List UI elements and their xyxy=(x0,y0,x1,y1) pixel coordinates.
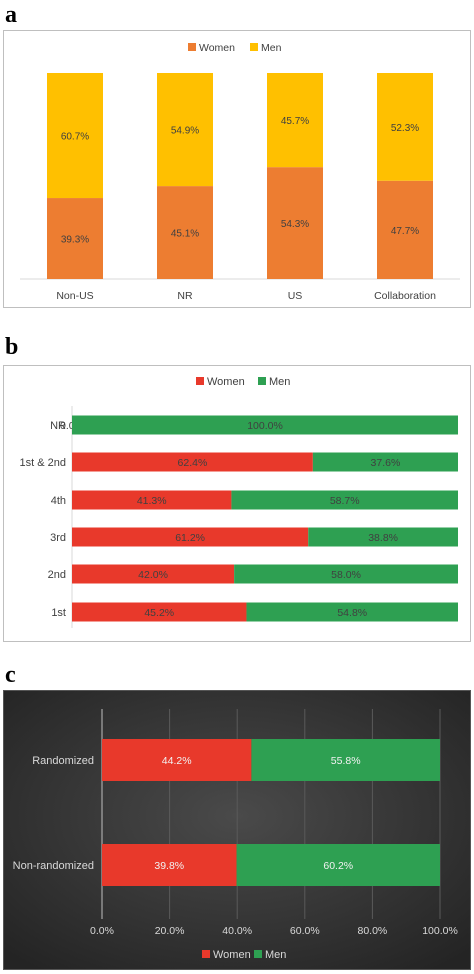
tick-a-1: NR xyxy=(177,290,193,302)
bar-c-label-men-1: 60.2% xyxy=(323,860,353,872)
tick-c-x-5: 100.0% xyxy=(422,925,458,937)
legend-c-label-men: Men xyxy=(265,949,286,961)
legend-b-label-men: Men xyxy=(269,376,290,388)
tick-a-0: Non-US xyxy=(56,290,93,302)
bar-b-label-men-2: 58.7% xyxy=(330,495,360,507)
bar-c-men-1 xyxy=(236,844,440,886)
bar-c-men-0 xyxy=(251,739,440,781)
tick-c-x-0: 0.0% xyxy=(90,925,114,937)
bar-b-label-women-3: 61.2% xyxy=(175,532,205,544)
bar-a-label-men-2: 45.7% xyxy=(281,116,309,127)
bar-a-men-2 xyxy=(267,73,323,168)
panel-b-letter: b xyxy=(5,334,19,360)
panel-a-letter: a xyxy=(5,2,17,28)
bar-a-men-3 xyxy=(377,73,433,181)
tick-c-y-0: Randomized xyxy=(32,755,94,767)
tick-a-3: Collaboration xyxy=(374,290,436,302)
bar-b-label-men-5: 54.8% xyxy=(337,607,367,619)
bar-c-label-women-0: 44.2% xyxy=(162,755,192,767)
legend-a-label-men: Men xyxy=(261,42,282,54)
tick-c-x-1: 20.0% xyxy=(155,925,185,937)
bar-b-label-men-0: 100.0% xyxy=(247,420,283,432)
tick-c-x-3: 60.0% xyxy=(290,925,320,937)
bar-b-men-2 xyxy=(231,490,458,510)
chart-c-svg: 0.0% 20.0% 40.0% 60.0% 80.0% 100.0% 44.2% 55.8%… xyxy=(4,691,470,969)
legend-a-swatch-women xyxy=(188,43,196,51)
bar-a-label-women-3: 47.7% xyxy=(391,226,419,237)
chart-a-svg: 39.3% 60.7% Non-US 45.1% 54.9% NR 54.3% 45.7% US… xyxy=(20,42,460,302)
bar-b-label-women-2: 41.3% xyxy=(137,495,167,507)
legend-b-swatch-women xyxy=(196,377,204,385)
bar-c-women-0 xyxy=(102,739,252,781)
bar-a-men-1 xyxy=(157,73,213,187)
legend-b-label-women: Women xyxy=(207,376,245,388)
bar-c-label-men-0: 55.8% xyxy=(331,755,361,767)
bar-b-women-3 xyxy=(72,527,309,547)
bar-b-label-women-1: 62.4% xyxy=(178,457,208,469)
bar-a-label-men-0: 60.7% xyxy=(61,132,89,143)
bar-b-men-4 xyxy=(234,564,458,584)
bar-a-women-3 xyxy=(377,180,433,279)
bar-a-label-women-2: 54.3% xyxy=(281,219,309,230)
tick-c-x-2: 40.0% xyxy=(222,925,252,937)
bar-a-label-women-1: 45.1% xyxy=(171,229,199,240)
legend-c-swatch-men xyxy=(254,950,262,958)
tick-b-4: 2nd xyxy=(48,569,66,581)
bar-b-men-3 xyxy=(308,527,458,547)
bar-b-men-1 xyxy=(312,452,458,472)
bar-c-label-women-1: 39.8% xyxy=(154,860,184,872)
legend-c-label-women: Women xyxy=(213,949,251,961)
bar-a-women-0 xyxy=(47,198,103,279)
panel-c-chart: 0.0% 20.0% 40.0% 60.0% 80.0% 100.0% 44.2% 55.8%… xyxy=(3,690,471,970)
bar-b-men-0 xyxy=(72,415,458,435)
bar-b-women-5 xyxy=(72,602,247,622)
legend-a-label-women: Women xyxy=(199,42,235,54)
legend-b-swatch-men xyxy=(258,377,266,385)
bar-b-men-5 xyxy=(246,602,458,622)
tick-b-2: 4th xyxy=(51,495,66,507)
tick-c-y-1: Non-randomized xyxy=(13,860,94,872)
bar-b-women-2 xyxy=(72,490,232,510)
bar-b-women-1 xyxy=(72,452,313,472)
tick-b-5: 1st xyxy=(51,607,66,619)
bar-a-label-men-3: 52.3% xyxy=(391,123,419,134)
bar-c-women-1 xyxy=(102,844,237,886)
bar-a-women-1 xyxy=(157,186,213,279)
tick-b-0: NR xyxy=(50,420,66,432)
panel-c-letter: c xyxy=(5,662,16,688)
bar-b-women-4 xyxy=(72,564,235,584)
panel-a-chart: 39.3% 60.7% Non-US 45.1% 54.9% NR 54.3% 45.7% US… xyxy=(3,30,471,308)
bar-a-men-0 xyxy=(47,73,103,199)
bar-a-women-2 xyxy=(267,167,323,279)
legend-c-swatch-women xyxy=(202,950,210,958)
bar-b-label-women-5: 45.2% xyxy=(144,607,174,619)
legend-a-swatch-men xyxy=(250,43,258,51)
bar-b-label-women-4: 42.0% xyxy=(138,569,168,581)
bar-b-label-men-1: 37.6% xyxy=(371,457,401,469)
bar-a-label-men-1: 54.9% xyxy=(171,126,199,137)
tick-b-1: 1st & 2nd xyxy=(20,457,66,469)
bar-b-label-men-3: 38.8% xyxy=(368,532,398,544)
bar-b-label-men-4: 58.0% xyxy=(331,569,361,581)
bar-a-label-women-0: 39.3% xyxy=(61,235,89,246)
tick-b-3: 3rd xyxy=(50,532,66,544)
tick-c-x-4: 80.0% xyxy=(358,925,388,937)
tick-a-2: US xyxy=(288,290,303,302)
